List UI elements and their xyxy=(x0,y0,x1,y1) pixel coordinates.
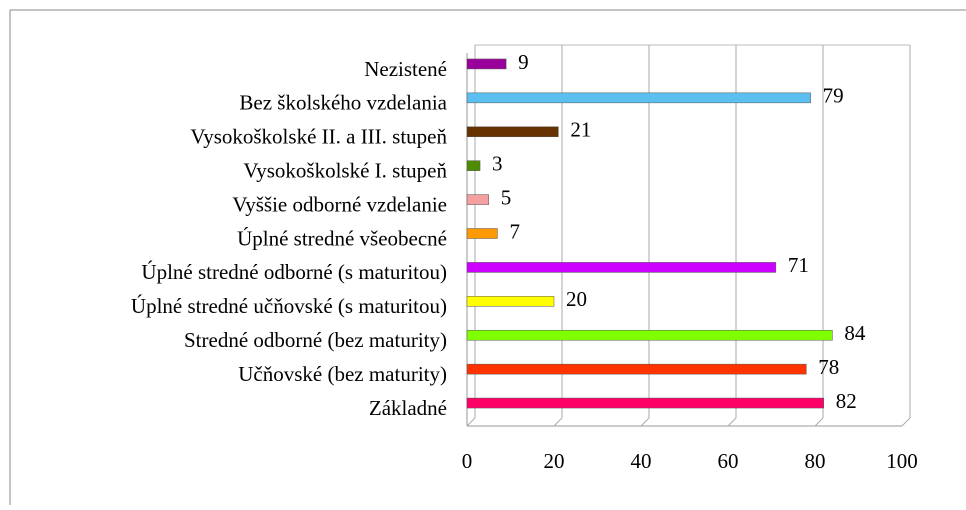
y-tick-label: Úplné stredné všeobecné xyxy=(237,226,447,250)
grid-line-depth xyxy=(727,417,737,427)
x-tick-label: 0 xyxy=(462,449,473,473)
y-tick-label: Vyššie odborné vzdelanie xyxy=(232,192,447,216)
data-label: 9 xyxy=(518,50,529,74)
x-tick-label: 20 xyxy=(544,449,565,473)
y-tick-label: Nezistené xyxy=(364,57,447,81)
data-label: 84 xyxy=(844,321,866,345)
data-label: 71 xyxy=(788,253,809,277)
y-tick-label: Úplné stredné učňovské (s maturitou) xyxy=(131,294,447,318)
data-label: 21 xyxy=(570,118,591,142)
bar xyxy=(466,194,489,205)
y-tick-label: Základné xyxy=(369,396,447,420)
data-label: 3 xyxy=(492,151,503,175)
grid-line-depth xyxy=(814,417,824,427)
grid-line-depth xyxy=(640,417,650,427)
x-tick-label: 100 xyxy=(886,449,918,473)
y-tick-label: Stredné odborné (bez maturity) xyxy=(184,328,447,352)
bar xyxy=(466,296,555,307)
grid-line-depth xyxy=(901,417,911,427)
data-label: 7 xyxy=(509,219,520,243)
bar xyxy=(466,363,807,375)
bar xyxy=(466,228,498,239)
grid-line-depth xyxy=(553,417,563,427)
y-tick-label: Vysokoškolské I. stupeň xyxy=(243,158,447,182)
x-tick-label: 60 xyxy=(718,449,739,473)
y-tick-label: Vysokoškolské II. a III. stupeň xyxy=(190,125,447,149)
data-label: 82 xyxy=(836,389,857,413)
data-label: 5 xyxy=(501,185,512,209)
bar xyxy=(466,160,481,171)
x-tick-label: 40 xyxy=(631,449,652,473)
data-label: 78 xyxy=(818,355,839,379)
bar xyxy=(466,262,777,273)
bar xyxy=(466,329,833,341)
bar xyxy=(466,126,559,138)
y-tick-label: Učňovské (bez maturity) xyxy=(238,362,447,386)
bar xyxy=(466,397,824,409)
x-tick-label: 80 xyxy=(805,449,826,473)
y-tick-label: Bez školského vzdelania xyxy=(239,91,447,115)
data-label: 20 xyxy=(566,287,587,311)
bar xyxy=(466,92,811,104)
data-label: 79 xyxy=(823,84,844,108)
y-tick-label: Úplné stredné odborné (s maturitou) xyxy=(141,260,447,284)
bar xyxy=(466,58,507,70)
grid-line-depth xyxy=(466,417,476,427)
